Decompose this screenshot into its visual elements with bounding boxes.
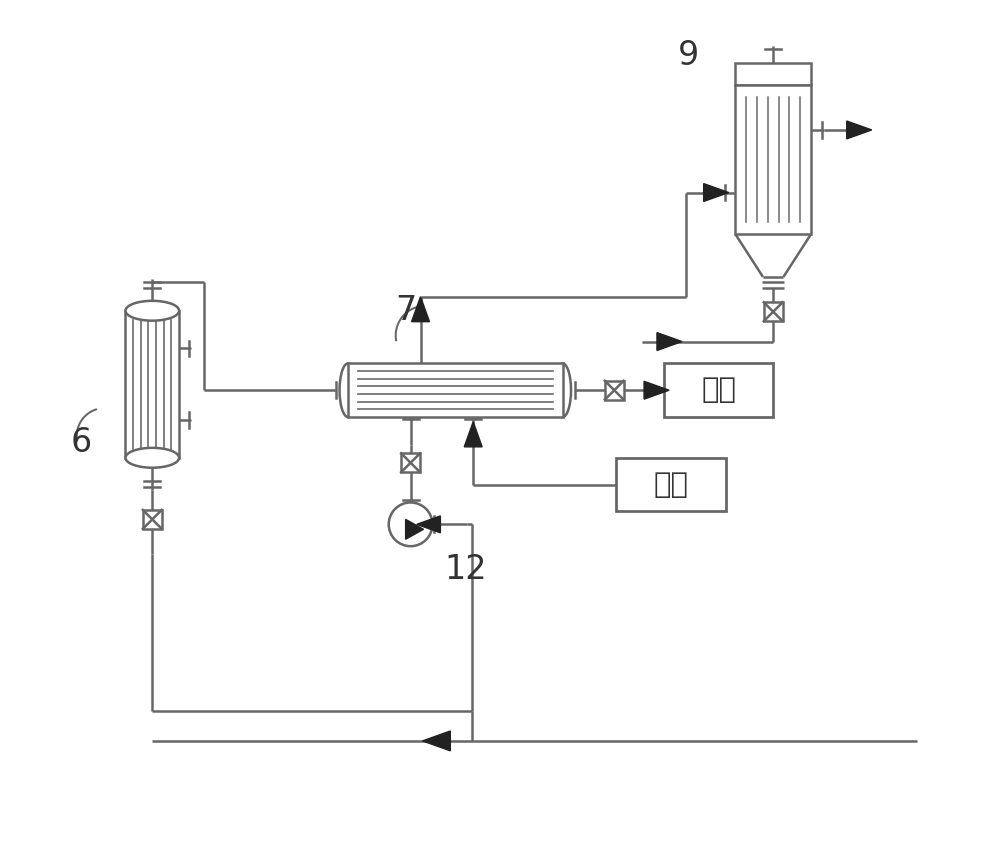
Polygon shape <box>657 332 682 350</box>
Ellipse shape <box>340 364 356 417</box>
Ellipse shape <box>125 301 179 321</box>
Bar <box>605 381 624 399</box>
Text: 9: 9 <box>678 39 699 72</box>
Polygon shape <box>406 519 424 539</box>
Ellipse shape <box>125 448 179 468</box>
Bar <box>664 364 773 417</box>
Polygon shape <box>704 183 729 202</box>
Bar <box>143 510 162 529</box>
Polygon shape <box>412 297 429 321</box>
Bar <box>735 86 811 234</box>
Bar <box>735 64 811 86</box>
Bar <box>348 364 563 417</box>
Polygon shape <box>417 516 440 533</box>
Bar <box>125 310 179 458</box>
Text: 12: 12 <box>444 553 487 585</box>
Bar <box>616 458 726 511</box>
Polygon shape <box>423 731 450 750</box>
Circle shape <box>389 503 432 546</box>
Text: 7: 7 <box>395 294 416 327</box>
Polygon shape <box>847 121 872 139</box>
Polygon shape <box>464 421 482 447</box>
Text: 蕲汽: 蕲汽 <box>653 471 688 499</box>
Bar <box>764 302 783 321</box>
Ellipse shape <box>554 364 571 417</box>
Polygon shape <box>644 382 669 399</box>
Text: 6: 6 <box>70 427 91 460</box>
Text: 废水: 废水 <box>701 377 736 404</box>
Bar <box>401 454 420 472</box>
